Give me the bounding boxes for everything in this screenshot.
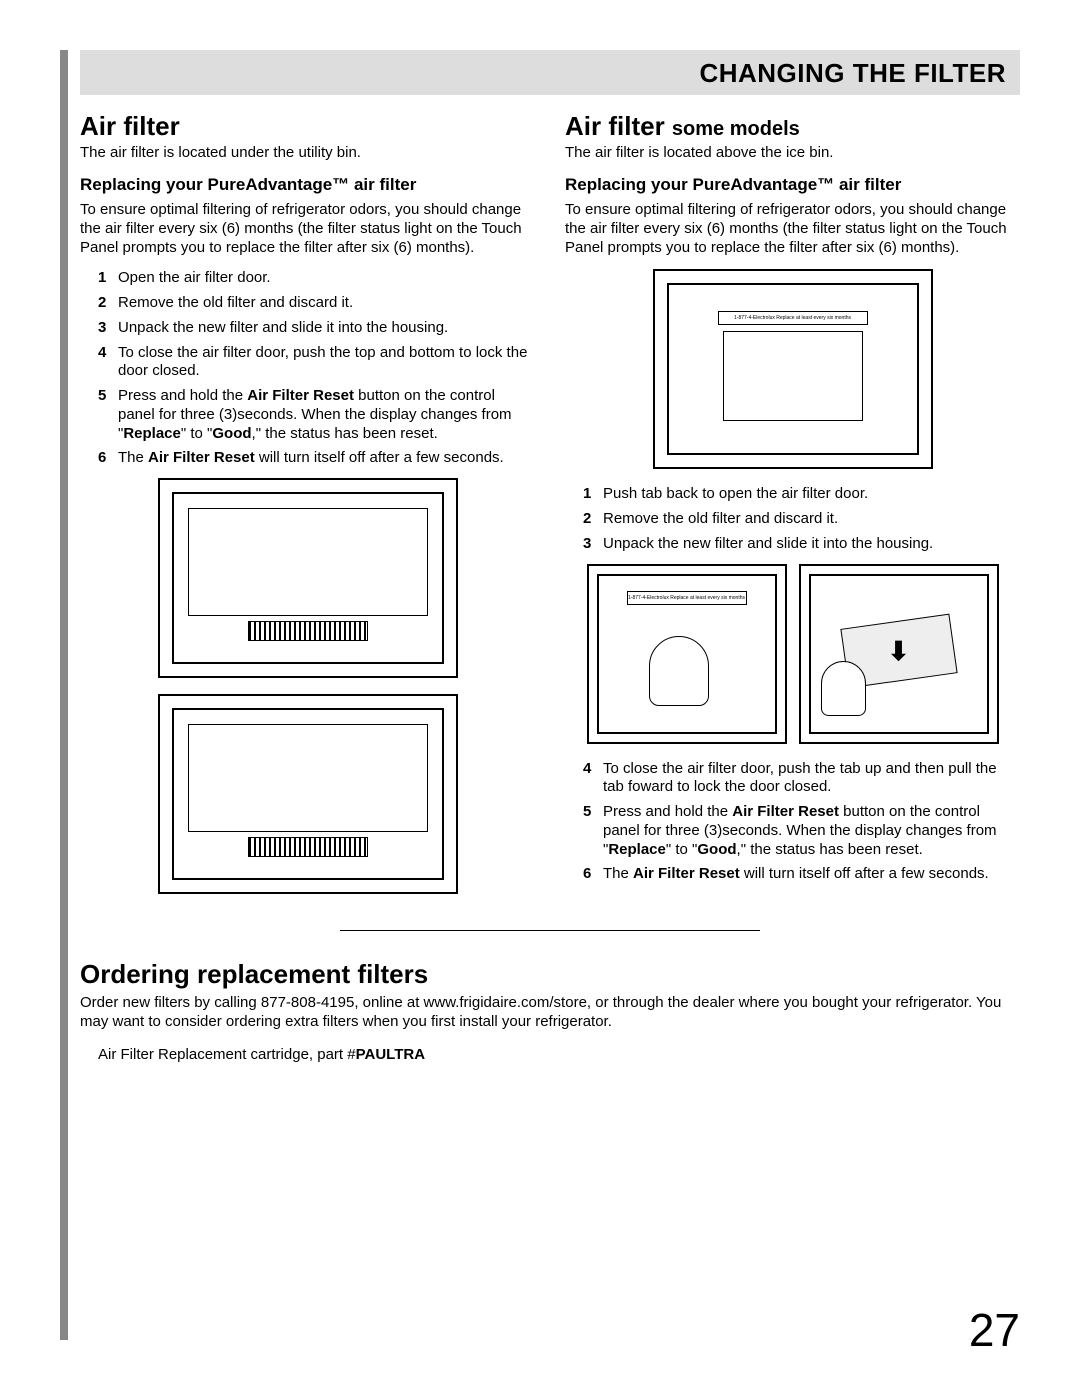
list-item: 4To close the air filter door, push the … (583, 760, 1020, 798)
list-item: 4To close the air filter door, push the … (98, 344, 535, 382)
ordering-paragraph: Order new filters by calling 877-808-419… (80, 994, 1020, 1032)
part-info: Air Filter Replacement cartridge, part #… (80, 1046, 1020, 1065)
ordering-heading: Ordering replacement filters (80, 959, 1020, 990)
diagram-left-1 (158, 478, 458, 678)
page-margin-bar (60, 50, 68, 1340)
left-column: Air filter The air filter is located und… (80, 111, 535, 910)
left-steps: 1Open the air filter door. 2Remove the o… (80, 269, 535, 468)
right-column: Air filter some models The air filter is… (565, 111, 1020, 910)
right-subheading: Replacing your PureAdvantage™ air filter (565, 175, 1020, 195)
list-item: 1Push tab back to open the air filter do… (583, 485, 1020, 504)
arrow-down-icon: ⬇ (888, 636, 910, 667)
right-steps-b: 4To close the air filter door, push the … (565, 760, 1020, 885)
diagram-right-small-2: ⬇ (799, 564, 999, 744)
list-item: 2Remove the old filter and discard it. (98, 294, 535, 313)
list-item: 6The Air Filter Reset will turn itself o… (583, 865, 1020, 884)
right-heading-main: Air filter (565, 111, 665, 141)
list-item: 3Unpack the new filter and slide it into… (583, 535, 1020, 554)
list-item: 3Unpack the new filter and slide it into… (98, 319, 535, 338)
diagram-right-row: 1-877-4-Electrolux Replace at least ever… (565, 564, 1020, 744)
right-paragraph: To ensure optimal filtering of refrigera… (565, 201, 1020, 257)
right-intro: The air filter is located above the ice … (565, 144, 1020, 161)
part-number: PAULTRA (356, 1046, 425, 1063)
list-item: 1Open the air filter door. (98, 269, 535, 288)
diagram-right-small-1: 1-877-4-Electrolux Replace at least ever… (587, 564, 787, 744)
left-paragraph: To ensure optimal filtering of refrigera… (80, 201, 535, 257)
right-heading: Air filter some models (565, 111, 1020, 142)
list-item: 5Press and hold the Air Filter Reset but… (583, 803, 1020, 859)
part-label: Air Filter Replacement cartridge, part # (98, 1046, 356, 1063)
left-intro: The air filter is located under the util… (80, 144, 535, 161)
section-header: CHANGING THE FILTER (80, 50, 1020, 95)
ordering-section: Ordering replacement filters Order new f… (80, 959, 1020, 1064)
page-number: 27 (969, 1303, 1020, 1357)
section-divider (340, 930, 760, 931)
filter-label-strip: 1-877-4-Electrolux Replace at least ever… (718, 311, 868, 325)
diagram-left-2 (158, 694, 458, 894)
list-item: 5Press and hold the Air Filter Reset but… (98, 387, 535, 443)
right-steps-a: 1Push tab back to open the air filter do… (565, 485, 1020, 553)
left-heading: Air filter (80, 111, 535, 142)
right-heading-sub: some models (672, 118, 800, 140)
diagram-right-top: 1-877-4-Electrolux Replace at least ever… (653, 269, 933, 469)
section-title: CHANGING THE FILTER (94, 58, 1006, 89)
list-item: 6The Air Filter Reset will turn itself o… (98, 449, 535, 468)
filter-label-strip: 1-877-4-Electrolux Replace at least ever… (627, 591, 747, 605)
left-subheading: Replacing your PureAdvantage™ air filter (80, 175, 535, 195)
list-item: 2Remove the old filter and discard it. (583, 510, 1020, 529)
